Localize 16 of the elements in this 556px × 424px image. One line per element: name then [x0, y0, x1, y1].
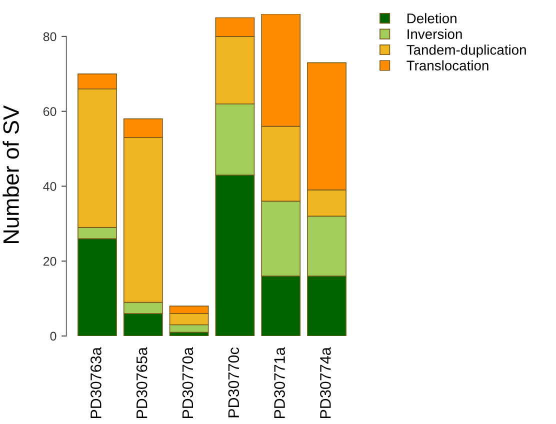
- x-tick-label: PD30770a: [182, 347, 194, 418]
- x-tick-label: PD30763a: [90, 347, 102, 418]
- x-tick-label: PD30765a: [136, 347, 148, 418]
- legend-label: Translocation: [406, 60, 488, 70]
- legend-label: Inversion: [408, 28, 462, 40]
- y-tick-label: 80: [43, 32, 56, 42]
- x-tick-label: PD30774a: [320, 347, 331, 418]
- y-tick-label: 20: [43, 256, 56, 266]
- y-tick-label: 60: [43, 107, 56, 116]
- legend-label: Deletion: [407, 13, 456, 24]
- x-tick-label: PD30771a: [274, 347, 285, 418]
- x-tick-label: PD30770c: [228, 348, 240, 418]
- y-axis-title: Number of SV: [2, 105, 19, 243]
- y-tick-label: 40: [43, 182, 56, 191]
- legend-label: Tandem-duplication: [406, 44, 526, 58]
- y-tick-label: 0: [50, 332, 56, 341]
